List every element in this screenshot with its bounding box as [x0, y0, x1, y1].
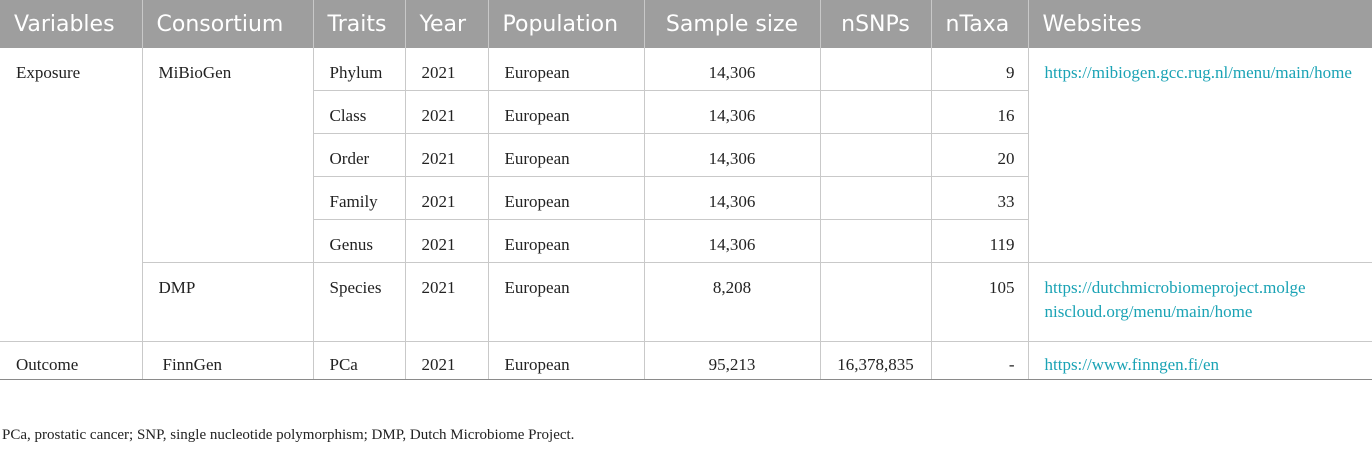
data-table: Variables Consortium Traits Year Populat…: [0, 0, 1372, 380]
trait-cell: PCa: [312, 341, 406, 380]
population-cell: European: [487, 133, 645, 177]
ntaxa-cell: 9: [930, 48, 1029, 91]
table-footnote: PCa, prostatic cancer; SNP, single nucle…: [2, 427, 575, 443]
variable-cell-exposure: Exposure: [0, 48, 143, 342]
trait-cell: Class: [313, 90, 406, 134]
header-websites: Websites: [1028, 0, 1372, 48]
header-year: Year: [405, 0, 489, 48]
website-link-finngen[interactable]: https://www.finngen.fi/en: [1027, 341, 1372, 380]
ntaxa-cell: 105: [930, 262, 1029, 342]
population-cell: European: [487, 48, 645, 91]
year-cell: 2021: [404, 133, 489, 177]
sample-size-cell: 8,208: [643, 262, 821, 342]
variable-cell-outcome: Outcome: [0, 341, 143, 380]
nsnps-cell: [819, 219, 932, 263]
year-cell: 2021: [404, 90, 489, 134]
ntaxa-cell: 20: [930, 133, 1028, 177]
nsnps-cell: [819, 133, 932, 177]
trait-cell: Order: [313, 133, 406, 177]
header-nsnps: nSNPs: [820, 0, 932, 48]
sample-size-cell: 14,306: [643, 176, 821, 220]
header-consortium: Consortium: [142, 0, 314, 48]
nsnps-cell: [819, 176, 932, 220]
website-link-dmp[interactable]: https://dutchmicrobiomeproject.molgenisc…: [1027, 262, 1372, 342]
ntaxa-cell: 119: [930, 219, 1028, 263]
header-sample-size: Sample size: [644, 0, 821, 48]
population-cell: European: [487, 90, 645, 134]
nsnps-cell: [819, 48, 932, 91]
year-cell: 2021: [404, 219, 489, 263]
header-population: Population: [488, 0, 645, 48]
table-row: Outcome FinnGen PCa 2021 European 95,213…: [0, 341, 1372, 380]
trait-cell: Phylum: [312, 48, 406, 91]
year-cell: 2021: [404, 341, 489, 380]
trait-cell: Species: [312, 262, 406, 342]
consortium-cell-mibiogen: MiBioGen: [141, 48, 314, 263]
sample-size-cell: 95,213: [643, 341, 821, 380]
header-row: Variables Consortium Traits Year Populat…: [0, 0, 1372, 48]
sample-size-cell: 14,306: [643, 219, 821, 263]
table-row: Exposure MiBioGen Phylum 2021 European 1…: [0, 48, 1372, 342]
nsnps-cell: 16,378,835: [819, 341, 932, 380]
ntaxa-cell: -: [930, 341, 1029, 380]
header-ntaxa: nTaxa: [931, 0, 1029, 48]
table-row: DMP Species 2021 European 8,208 105 http…: [0, 262, 1372, 342]
sample-size-cell: 14,306: [643, 48, 821, 91]
nsnps-cell: [819, 262, 932, 342]
population-cell: European: [487, 262, 645, 342]
year-cell: 2021: [404, 176, 489, 220]
population-cell: European: [487, 176, 645, 220]
year-cell: 2021: [404, 48, 489, 91]
header-variables: Variables: [0, 0, 143, 48]
population-cell: European: [487, 341, 645, 380]
table-row: Order 2021 European 14,306 20: [0, 133, 1372, 177]
sample-size-cell: 14,306: [643, 90, 821, 134]
nsnps-cell: [819, 90, 932, 134]
ntaxa-cell: 16: [930, 90, 1028, 134]
trait-cell: Family: [313, 176, 406, 220]
trait-cell: Genus: [313, 219, 406, 263]
population-cell: European: [487, 219, 645, 263]
sample-size-cell: 14,306: [643, 133, 821, 177]
ntaxa-cell: 33: [930, 176, 1028, 220]
header-traits: Traits: [313, 0, 406, 48]
table-row: Family 2021 European 14,306 33: [0, 176, 1372, 220]
year-cell: 2021: [404, 262, 489, 342]
website-link-mibiogen[interactable]: https://mibiogen.gcc.rug.nl/menu/main/ho…: [1027, 48, 1372, 263]
consortium-cell-dmp: DMP: [142, 262, 314, 342]
consortium-cell-finngen: FinnGen: [141, 341, 314, 380]
